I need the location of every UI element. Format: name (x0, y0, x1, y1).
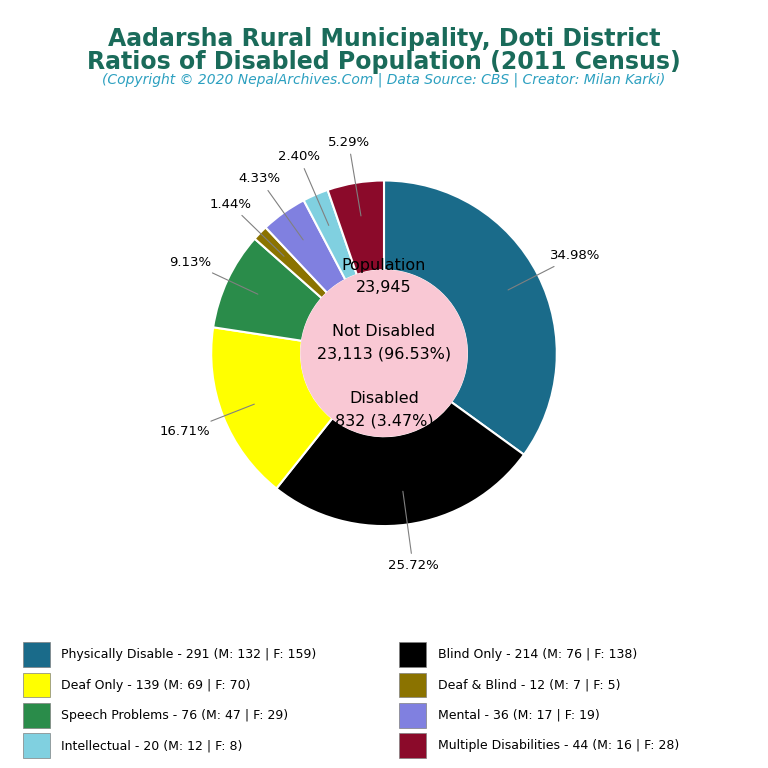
Wedge shape (255, 227, 327, 298)
Bar (399, 642, 426, 667)
Text: Population
23,945

Not Disabled
23,113 (96.53%)

Disabled
832 (3.47%): Population 23,945 Not Disabled 23,113 (9… (317, 258, 451, 428)
Wedge shape (303, 190, 357, 280)
Wedge shape (214, 239, 322, 341)
Text: Mental - 36 (M: 17 | F: 19): Mental - 36 (M: 17 | F: 19) (438, 709, 600, 722)
Text: Aadarsha Rural Municipality, Doti District: Aadarsha Rural Municipality, Doti Distri… (108, 27, 660, 51)
Bar (23, 673, 50, 697)
Text: Ratios of Disabled Population (2011 Census): Ratios of Disabled Population (2011 Cens… (87, 50, 681, 74)
Text: Deaf & Blind - 12 (M: 7 | F: 5): Deaf & Blind - 12 (M: 7 | F: 5) (438, 679, 621, 691)
Text: (Copyright © 2020 NepalArchives.Com | Data Source: CBS | Creator: Milan Karki): (Copyright © 2020 NepalArchives.Com | Da… (102, 73, 666, 88)
Wedge shape (276, 402, 524, 526)
Text: Blind Only - 214 (M: 76 | F: 138): Blind Only - 214 (M: 76 | F: 138) (438, 648, 637, 661)
Text: 4.33%: 4.33% (239, 173, 303, 240)
Wedge shape (211, 327, 333, 488)
Wedge shape (384, 180, 557, 455)
Text: 25.72%: 25.72% (388, 492, 439, 572)
Wedge shape (266, 200, 346, 293)
Bar (23, 703, 50, 728)
Text: Intellectual - 20 (M: 12 | F: 8): Intellectual - 20 (M: 12 | F: 8) (61, 740, 243, 753)
Bar (399, 733, 426, 758)
Text: Speech Problems - 76 (M: 47 | F: 29): Speech Problems - 76 (M: 47 | F: 29) (61, 709, 289, 722)
Text: 34.98%: 34.98% (508, 250, 600, 290)
Text: 1.44%: 1.44% (210, 197, 284, 257)
Text: 16.71%: 16.71% (160, 404, 254, 438)
Bar (399, 673, 426, 697)
Bar (399, 703, 426, 728)
Text: Multiple Disabilities - 44 (M: 16 | F: 28): Multiple Disabilities - 44 (M: 16 | F: 2… (438, 740, 679, 753)
Wedge shape (328, 180, 384, 275)
Text: 9.13%: 9.13% (169, 256, 258, 294)
Bar (23, 642, 50, 667)
Bar (23, 733, 50, 758)
Text: Deaf Only - 139 (M: 69 | F: 70): Deaf Only - 139 (M: 69 | F: 70) (61, 679, 251, 691)
Text: Physically Disable - 291 (M: 132 | F: 159): Physically Disable - 291 (M: 132 | F: 15… (61, 648, 316, 661)
Text: 2.40%: 2.40% (278, 151, 329, 226)
Circle shape (301, 270, 467, 436)
Text: 5.29%: 5.29% (327, 136, 369, 216)
